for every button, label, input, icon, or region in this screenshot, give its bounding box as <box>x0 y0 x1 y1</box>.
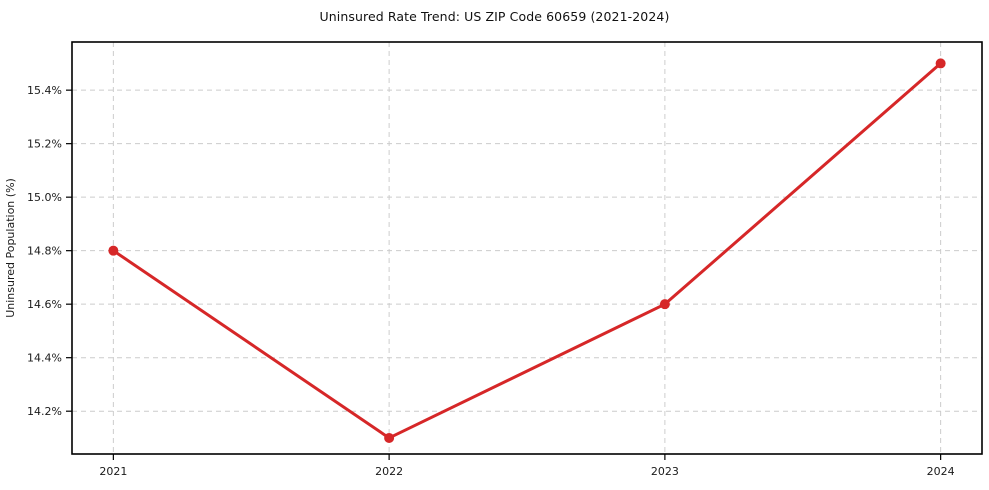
chart-title: Uninsured Rate Trend: US ZIP Code 60659 … <box>319 9 670 24</box>
line-series <box>108 58 946 443</box>
data-point <box>935 58 946 69</box>
y-axis-label: Uninsured Population (%) <box>4 178 17 318</box>
y-tick-label: 14.6% <box>27 298 62 311</box>
trend-line <box>111 61 943 440</box>
data-point <box>384 432 395 443</box>
grid-layer <box>72 42 982 454</box>
data-point <box>108 245 119 256</box>
y-tick-label: 15.4% <box>27 84 62 97</box>
data-point <box>659 299 670 310</box>
y-tick-label: 14.8% <box>27 245 62 258</box>
x-tick-label: 2022 <box>375 465 403 478</box>
y-tick-label: 15.2% <box>27 138 62 151</box>
x-tick-label: 2024 <box>927 465 955 478</box>
plot-frame <box>71 41 983 455</box>
x-tick-label: 2021 <box>99 465 127 478</box>
axis-layer: 14.2% 14.4% 14.6% 14.8% 15.0% 15.2% 15.4% 2021 2… <box>27 41 983 478</box>
y-tick-label: 15.0% <box>27 191 62 204</box>
x-tick-label: 2023 <box>651 465 679 478</box>
y-tick-label: 14.2% <box>27 405 62 418</box>
y-tick-label: 14.4% <box>27 352 62 365</box>
